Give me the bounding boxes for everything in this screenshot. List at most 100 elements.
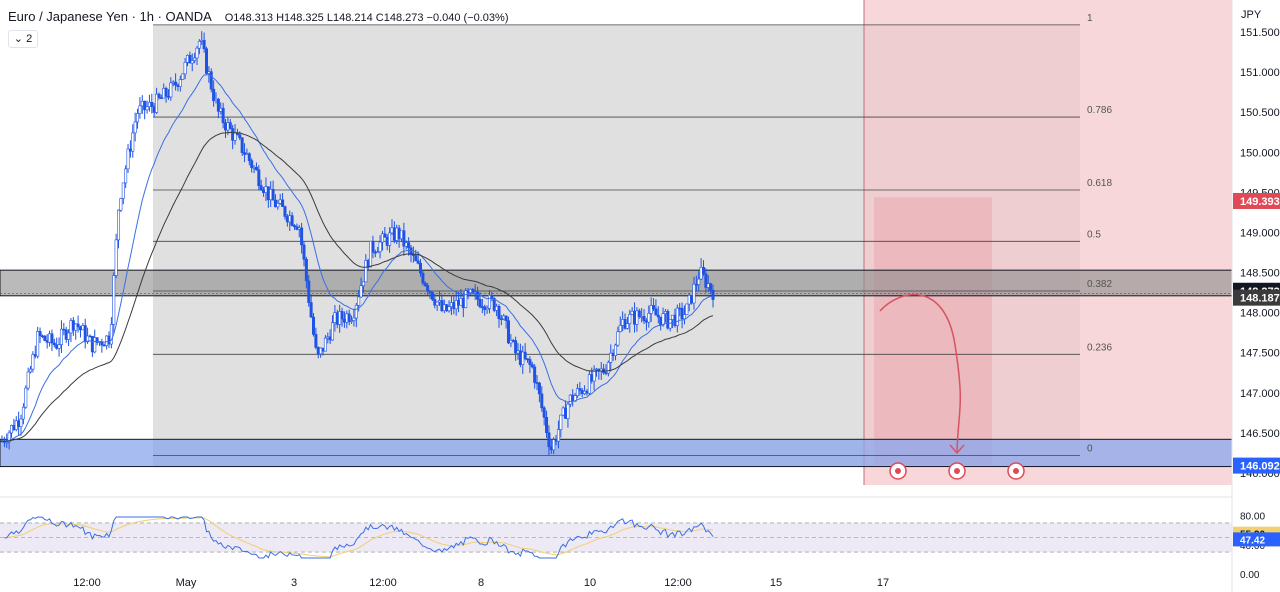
candle <box>633 310 637 325</box>
candle <box>62 328 66 331</box>
rsi-line <box>4 516 714 559</box>
candle <box>416 260 420 264</box>
candle <box>69 320 73 334</box>
candle <box>126 148 130 170</box>
candle <box>419 262 423 274</box>
candle <box>71 320 75 331</box>
candle <box>48 333 52 343</box>
candle <box>706 283 710 288</box>
fib-label: 0.382 <box>1087 279 1112 290</box>
candle <box>447 306 451 312</box>
candle <box>288 215 292 223</box>
candle <box>675 307 679 326</box>
candle <box>637 310 641 317</box>
time-tick: May <box>176 577 197 589</box>
candle <box>495 306 499 311</box>
candle <box>649 305 653 314</box>
candle <box>390 227 394 234</box>
candle <box>38 331 42 337</box>
candle <box>145 106 149 111</box>
candle <box>478 299 482 308</box>
candle <box>233 132 237 141</box>
rsi-tag <box>1233 532 1280 547</box>
candle <box>371 240 375 253</box>
candle <box>176 84 180 87</box>
candle <box>663 311 667 314</box>
candle <box>587 374 591 394</box>
indicators-toggle-button[interactable]: ⌄ 2 <box>8 30 38 48</box>
candle <box>109 324 113 345</box>
candle <box>611 352 615 357</box>
candle <box>357 296 361 306</box>
candle <box>566 403 570 419</box>
candle <box>352 317 356 321</box>
candle <box>345 313 349 323</box>
candle <box>559 414 563 430</box>
candle <box>67 332 71 340</box>
candle <box>93 337 97 353</box>
fib-label: 0 <box>1087 443 1093 454</box>
candle <box>278 199 282 204</box>
candle <box>290 215 294 226</box>
candle <box>43 335 47 341</box>
candle <box>76 323 80 328</box>
candle <box>271 189 275 201</box>
candle <box>45 340 49 343</box>
price-tick: 147.000 <box>1240 388 1280 400</box>
candle <box>102 344 106 347</box>
candle <box>504 315 508 321</box>
candle <box>162 88 166 99</box>
candle <box>259 185 263 191</box>
candle <box>224 122 228 131</box>
fib-label: 0.236 <box>1087 342 1112 353</box>
symbol-title[interactable]: Euro / Japanese Yen · 1h · OANDA <box>8 9 212 24</box>
candle <box>644 320 648 323</box>
candle <box>530 364 534 368</box>
candle <box>440 300 444 311</box>
candle <box>552 439 556 451</box>
price-tick: 151.500 <box>1240 27 1280 39</box>
candle <box>533 366 537 383</box>
candle <box>276 203 280 208</box>
candle <box>580 390 584 395</box>
candle <box>331 322 335 341</box>
candle <box>535 382 539 384</box>
candle <box>604 372 608 374</box>
fib-label: 0.786 <box>1087 105 1112 116</box>
price-tick: 148.000 <box>1240 308 1280 320</box>
candle <box>516 350 520 354</box>
candle <box>492 298 496 311</box>
candle <box>380 233 384 243</box>
candle <box>526 358 530 360</box>
candle <box>652 305 656 310</box>
candle <box>699 267 703 280</box>
candle <box>656 314 660 318</box>
candle <box>150 101 154 107</box>
candle <box>326 336 330 339</box>
candle <box>502 315 506 320</box>
candle <box>171 81 175 84</box>
candle <box>687 295 691 305</box>
candle <box>514 340 518 354</box>
candle <box>635 310 639 325</box>
candle <box>195 47 199 59</box>
candle <box>594 368 598 371</box>
candle <box>333 312 337 323</box>
candle <box>590 374 594 382</box>
candle <box>245 153 249 156</box>
currency-label: JPY <box>1241 9 1262 21</box>
candle <box>411 254 415 256</box>
candle <box>369 240 373 268</box>
candle <box>459 298 463 306</box>
candle <box>266 186 270 201</box>
candle <box>214 98 218 102</box>
candle <box>442 304 446 311</box>
event-marker-dot <box>895 468 901 474</box>
candle <box>571 394 575 402</box>
candle <box>238 134 242 139</box>
candle <box>209 71 213 90</box>
candle <box>295 226 299 230</box>
candle <box>509 340 513 344</box>
